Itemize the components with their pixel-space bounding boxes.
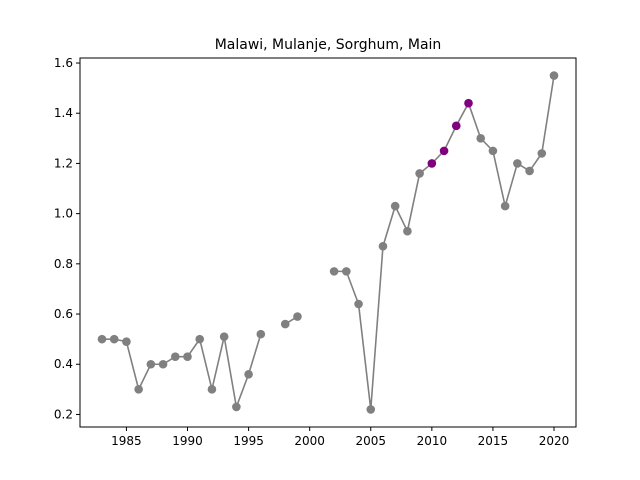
data-point bbox=[476, 134, 486, 143]
data-point bbox=[354, 299, 363, 309]
x-tick-label: 2015 bbox=[478, 434, 509, 448]
y-tick-label: 0.4 bbox=[54, 357, 73, 371]
data-point bbox=[134, 385, 143, 394]
data-point bbox=[415, 169, 424, 178]
data-point bbox=[293, 312, 302, 321]
data-point bbox=[488, 146, 498, 156]
data-point bbox=[219, 332, 229, 341]
data-point bbox=[256, 329, 266, 339]
data-point bbox=[244, 369, 253, 379]
x-tick-label: 1985 bbox=[111, 434, 142, 448]
y-tick-label: 1.6 bbox=[54, 56, 73, 70]
series-line-segment bbox=[334, 75, 555, 411]
data-point bbox=[500, 201, 510, 211]
data-point bbox=[525, 166, 534, 176]
data-point bbox=[146, 359, 156, 369]
data-point bbox=[195, 334, 205, 344]
data-point bbox=[232, 402, 241, 412]
data-point bbox=[97, 334, 107, 344]
x-tick-label: 1995 bbox=[233, 434, 264, 448]
plot-frame bbox=[79, 57, 577, 428]
y-tick-label: 0.6 bbox=[54, 307, 73, 321]
data-point bbox=[109, 334, 119, 344]
y-tick-label: 1.4 bbox=[54, 106, 73, 120]
x-tick-label: 2000 bbox=[294, 434, 325, 448]
data-point bbox=[207, 385, 217, 394]
x-tick-label: 1990 bbox=[172, 434, 203, 448]
highlighted-data-point bbox=[451, 121, 461, 131]
y-tick-label: 1.0 bbox=[54, 207, 73, 221]
axis-ticks: 1985 1990 1995 2000 2005 2010 2015 2020 0.2 0.4 0.… bbox=[54, 56, 569, 448]
x-tick-label: 2010 bbox=[417, 434, 448, 448]
data-point bbox=[390, 201, 400, 211]
data-point bbox=[513, 159, 522, 168]
data-point bbox=[366, 405, 376, 414]
x-tick-label: 2005 bbox=[355, 434, 386, 448]
chart-title: Malawi, Mulanje, Sorghum, Main bbox=[215, 37, 442, 53]
highlighted-data-point bbox=[427, 159, 437, 168]
y-tick-label: 1.2 bbox=[54, 156, 73, 170]
data-point bbox=[280, 319, 290, 329]
data-point bbox=[183, 352, 192, 362]
data-point bbox=[537, 149, 547, 158]
data-point bbox=[549, 71, 559, 80]
data-point bbox=[342, 267, 351, 276]
x-tick-label: 2020 bbox=[539, 434, 570, 448]
highlighted-data-point bbox=[464, 98, 473, 108]
series-line-segment bbox=[101, 333, 262, 408]
y-tick-label: 0.2 bbox=[54, 407, 73, 421]
data-point bbox=[122, 337, 131, 346]
y-tick-label: 0.8 bbox=[54, 257, 73, 271]
data-point bbox=[329, 267, 339, 276]
data-point bbox=[170, 352, 180, 362]
data-series bbox=[97, 71, 559, 414]
data-point bbox=[158, 359, 168, 369]
highlighted-data-point bbox=[439, 146, 449, 156]
data-point bbox=[403, 226, 412, 236]
data-point bbox=[378, 241, 388, 251]
